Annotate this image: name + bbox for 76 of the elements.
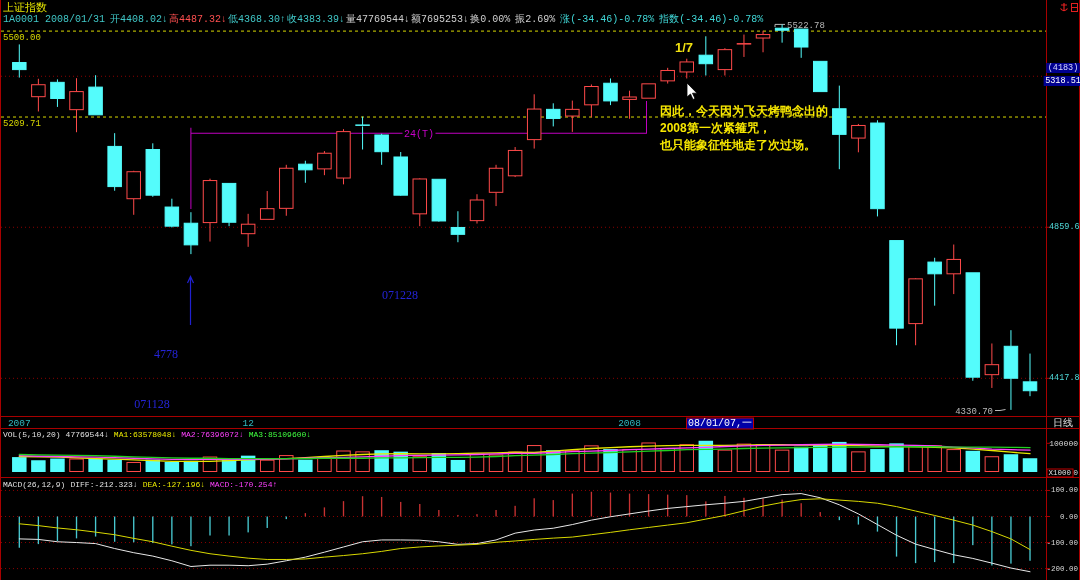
y-tick-label: 4859.6 bbox=[1049, 222, 1080, 233]
annotation: 收4383.39↓ bbox=[287, 14, 346, 25]
bar bbox=[984, 456, 1000, 472]
annotation: MACD(26,12,9) bbox=[3, 480, 66, 489]
annotation: 日线 bbox=[1053, 418, 1073, 429]
bar bbox=[298, 459, 313, 472]
bar bbox=[603, 449, 618, 472]
annotation: MA1:63578048↓ bbox=[113, 430, 177, 439]
annotation: 因此，今天因为飞天烤鸭念出的 bbox=[660, 104, 828, 118]
bar bbox=[1022, 458, 1038, 472]
bar bbox=[31, 460, 46, 472]
annotation: MA3:85109600↓ bbox=[248, 430, 312, 439]
x-tick-label: 12 bbox=[242, 417, 255, 429]
bar bbox=[851, 451, 866, 472]
annotation: 08/01/07,一 bbox=[686, 417, 754, 430]
annotation: 量47769544↓ bbox=[346, 14, 411, 25]
y-tick-label: 4417.8 bbox=[1049, 373, 1080, 384]
annotation: 1A0001 2008/01/31 bbox=[3, 14, 106, 25]
bar bbox=[622, 449, 637, 472]
annotation: 换0.00% bbox=[470, 14, 511, 25]
annotation: 1/7 bbox=[674, 40, 694, 55]
bar bbox=[88, 458, 103, 472]
annotation: 振2.69% bbox=[515, 14, 556, 25]
bar bbox=[279, 455, 294, 472]
bar bbox=[927, 445, 942, 472]
bar bbox=[164, 461, 180, 472]
annotation: (4183) bbox=[1046, 63, 1080, 73]
annotation: 2008第一次紧箍咒， bbox=[660, 121, 771, 135]
bar bbox=[488, 454, 504, 472]
annotation: MA2:76396072↓ bbox=[181, 430, 244, 439]
annotation: MACD:-170.254↑ bbox=[210, 480, 278, 489]
annotation: DIFF:-212.323↓ bbox=[70, 480, 138, 489]
y-tick-label: 100000 bbox=[1049, 438, 1079, 448]
bar bbox=[660, 447, 675, 472]
annotation: VOL(5,10,20) bbox=[3, 430, 61, 439]
x-tick-label: 2007 bbox=[7, 417, 31, 429]
bar bbox=[50, 458, 65, 472]
chart-title: 上证指数 bbox=[3, 1, 47, 14]
bar bbox=[317, 457, 332, 472]
bar bbox=[126, 461, 141, 472]
annotation: DEA:-127.196↓ bbox=[142, 480, 206, 489]
annotation: 开4408.02↓ bbox=[110, 14, 169, 25]
bar bbox=[946, 449, 961, 472]
annotation: 5318.51 bbox=[1043, 76, 1080, 86]
annotation: 071228 bbox=[382, 288, 418, 302]
bar bbox=[793, 446, 809, 472]
annotation: 涨(-34.46)-0.78% bbox=[560, 14, 655, 25]
bar bbox=[259, 459, 275, 472]
annotation: 也只能象征性地走了次过场。 bbox=[660, 138, 816, 152]
annotation: 47769544↓ bbox=[65, 430, 109, 439]
annotation: 4330.70 bbox=[955, 406, 993, 417]
line-series bbox=[18, 498, 1031, 560]
bar bbox=[107, 459, 122, 472]
annotation: 4778 bbox=[154, 347, 178, 361]
bar bbox=[908, 445, 923, 472]
bar bbox=[717, 449, 733, 472]
bar bbox=[69, 458, 84, 472]
ref-line-label: 5500.00 bbox=[3, 33, 41, 44]
bar bbox=[12, 457, 27, 472]
line-series bbox=[18, 493, 1031, 573]
annotation: 5522.78 bbox=[787, 20, 825, 31]
bar bbox=[450, 459, 466, 472]
bar bbox=[965, 450, 981, 472]
bar bbox=[1003, 454, 1019, 472]
ref-line-label: 5209.71 bbox=[3, 119, 41, 130]
annotation: 24(T) bbox=[402, 128, 436, 140]
annotation: 额7695253↓ bbox=[411, 14, 470, 25]
bar bbox=[412, 456, 428, 472]
annotation: 071128 bbox=[134, 397, 170, 411]
x-tick-label: 2008 bbox=[618, 417, 642, 429]
annotation: 低4368.30↑ bbox=[228, 14, 287, 25]
annotation: 指数(-34.46)-0.78% bbox=[659, 14, 764, 25]
annotation: 高4487.32↓ bbox=[169, 14, 228, 25]
y-tick-label: 0 bbox=[1073, 467, 1079, 477]
bar bbox=[774, 449, 790, 472]
bar bbox=[870, 449, 885, 472]
